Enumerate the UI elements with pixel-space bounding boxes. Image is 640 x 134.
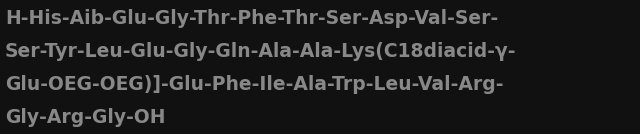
- Text: Glu-OEG-OEG)]-Glu-Phe-Ile-Ala-Trp-Leu-Val-Arg-: Glu-OEG-OEG)]-Glu-Phe-Ile-Ala-Trp-Leu-Va…: [5, 75, 504, 94]
- Text: Ser-Tyr-Leu-Glu-Gly-Gln-Ala-Ala-Lys(C18diacid-γ-: Ser-Tyr-Leu-Glu-Gly-Gln-Ala-Ala-Lys(C18d…: [5, 42, 516, 61]
- Text: Gly-Arg-Gly-OH: Gly-Arg-Gly-OH: [5, 108, 166, 127]
- Text: H-His-Aib-Glu-Gly-Thr-Phe-Thr-Ser-Asp-Val-Ser-: H-His-Aib-Glu-Gly-Thr-Phe-Thr-Ser-Asp-Va…: [5, 9, 499, 28]
